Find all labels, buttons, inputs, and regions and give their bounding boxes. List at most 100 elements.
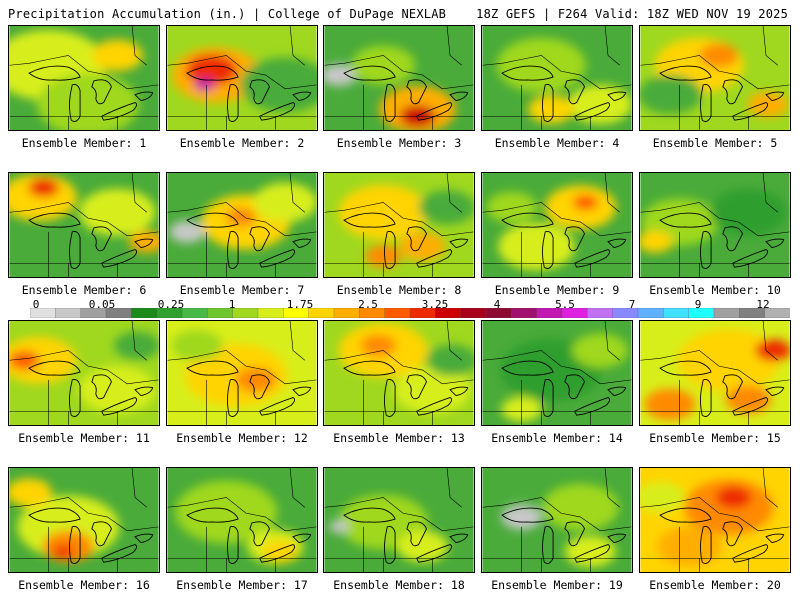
colorbar-swatch (181, 308, 208, 318)
lake-outline (343, 212, 396, 228)
colorbar-swatch (207, 308, 234, 318)
ensemble-panel: Ensemble Member: 3 (323, 25, 475, 150)
colorbar-tick-label: 12 (756, 298, 770, 311)
ensemble-member-label: Ensemble Member: 12 (176, 431, 308, 445)
precip-blob (36, 73, 139, 130)
state-border (289, 26, 305, 66)
lake-outline (101, 102, 138, 121)
colorbar-swatch (409, 308, 436, 318)
ensemble-member-label: Ensemble Member: 18 (333, 578, 465, 592)
colorbar-swatch (359, 308, 386, 318)
colorbar-swatch (713, 308, 740, 318)
precip-blob (235, 367, 277, 393)
state-border (131, 26, 147, 66)
ensemble-panel: Ensemble Member: 19 (481, 467, 633, 592)
precip-blob (9, 478, 53, 507)
state-border (9, 202, 159, 237)
ensemble-member-label: Ensemble Member: 4 (494, 136, 620, 150)
lake-outline (449, 386, 469, 397)
precip-blob (542, 483, 619, 531)
colorbar-swatch (156, 308, 183, 318)
precip-blob (572, 194, 599, 211)
ensemble-panel: Ensemble Member: 5 (639, 25, 791, 150)
colorbar-swatch (30, 308, 56, 318)
lake-outline (607, 91, 627, 102)
state-border (640, 350, 790, 385)
colorbar-tick-label: 4 (493, 298, 501, 311)
precip-blob (657, 526, 722, 567)
lake-outline (292, 386, 312, 397)
ensemble-member-label: Ensemble Member: 11 (18, 431, 150, 445)
precip-blob (365, 245, 402, 268)
state-border (324, 55, 474, 90)
ensemble-member-label: Ensemble Member: 5 (652, 136, 778, 150)
ensemble-panel: Ensemble Member: 10 (639, 172, 791, 297)
lake-outline (28, 360, 81, 376)
lake-outline (406, 521, 427, 547)
chart-title: Precipitation Accumulation (in.) | Colle… (8, 7, 447, 21)
lake-outline (574, 544, 611, 563)
precip-blob (496, 37, 586, 93)
state-border (446, 26, 462, 66)
ensemble-panel: Ensemble Member: 7 (166, 172, 318, 297)
precip-blob (328, 520, 350, 534)
colorbar-tick-label: 0.25 (157, 298, 185, 311)
lake-outline (259, 544, 296, 563)
ensemble-panel: Ensemble Member: 1 (8, 25, 160, 150)
lake-outline (607, 238, 627, 249)
colorbar-tick-label: 2.5 (358, 298, 378, 311)
lake-outline (134, 386, 154, 397)
lake-outline (292, 238, 312, 249)
lake-outline (542, 526, 554, 564)
precip-blob (644, 388, 696, 421)
precip-blob (225, 207, 257, 227)
colorbar-tick-label: 1.75 (286, 298, 314, 311)
colorbar-swatch (739, 308, 766, 318)
lake-outline (659, 507, 712, 523)
ensemble-panel: Ensemble Member: 2 (166, 25, 318, 150)
ensemble-member-label: Ensemble Member: 14 (491, 431, 623, 445)
lake-outline (134, 238, 154, 249)
lake-outline (28, 65, 81, 81)
ensemble-panel: Ensemble Member: 6 (8, 172, 160, 297)
state-border (9, 55, 159, 90)
ensemble-panel: Ensemble Member: 12 (166, 320, 318, 445)
precip-map (166, 25, 318, 131)
lake-outline (564, 79, 585, 105)
lake-outline (227, 84, 239, 122)
colorbar-strip (30, 308, 790, 318)
state-border (640, 202, 790, 237)
ensemble-member-label: Ensemble Member: 15 (649, 431, 781, 445)
precip-map (639, 25, 791, 131)
ensemble-panel: Ensemble Member: 4 (481, 25, 633, 150)
state-border (482, 497, 632, 532)
ensemble-member-label: Ensemble Member: 1 (21, 136, 147, 150)
colorbar-swatch (612, 308, 639, 318)
precip-blob (486, 191, 538, 224)
colorbar-swatch (688, 308, 715, 318)
state-border (324, 497, 474, 532)
precip-blob (128, 230, 159, 253)
lake-outline (659, 360, 712, 376)
precip-blob (419, 190, 474, 225)
state-border (604, 173, 620, 213)
lake-outline (501, 507, 554, 523)
lake-outline (91, 79, 112, 105)
state-border (131, 173, 147, 213)
lake-outline (574, 249, 611, 268)
precip-blob (360, 334, 397, 357)
ensemble-panel: Ensemble Member: 8 (323, 172, 475, 297)
lake-outline (574, 102, 611, 121)
ensemble-member-label: Ensemble Member: 9 (494, 283, 620, 297)
lake-outline (384, 84, 396, 122)
precip-colorbar: 0 0.05 0.25 1 1.75 2.5 3.25 4 5.5 7 9 12 (30, 298, 790, 322)
state-border (167, 55, 317, 90)
colorbar-swatch (333, 308, 360, 318)
colorbar-swatch (637, 308, 664, 318)
lake-outline (186, 65, 239, 81)
ensemble-member-label: Ensemble Member: 19 (491, 578, 623, 592)
lake-outline (343, 65, 396, 81)
lake-outline (101, 397, 138, 416)
lake-outline (574, 397, 611, 416)
colorbar-tick-label: 9 (694, 298, 702, 311)
